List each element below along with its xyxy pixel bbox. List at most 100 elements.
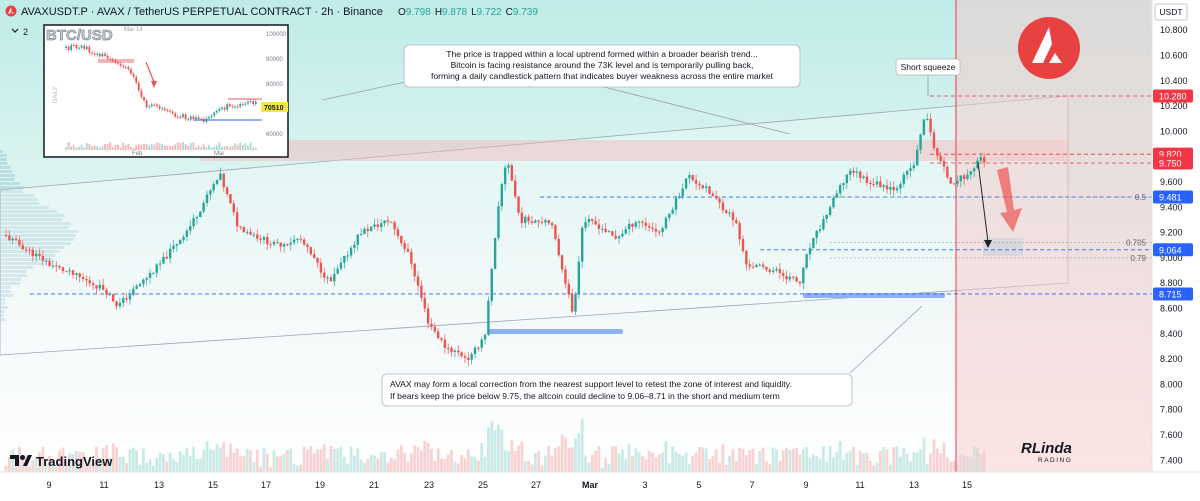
candle-body bbox=[825, 214, 828, 219]
candle-body bbox=[473, 347, 477, 355]
top-annotation-line: forming a daily candlestick pattern that… bbox=[431, 71, 774, 81]
candle-body bbox=[45, 260, 48, 262]
volume-bar bbox=[701, 447, 705, 472]
inset-candle-body bbox=[163, 108, 166, 110]
candle-body bbox=[433, 326, 436, 332]
volume-bar bbox=[399, 445, 403, 472]
bottom-annotation-line: AVAX may form a local correction from th… bbox=[390, 379, 792, 389]
volume-bar bbox=[302, 446, 306, 472]
symbol-title[interactable]: AVAXUSDT.P · AVAX / TetherUS PERPETUAL C… bbox=[21, 6, 383, 18]
inset-candle-body bbox=[101, 53, 104, 57]
inset-volume-bar bbox=[221, 147, 223, 150]
candle-body bbox=[852, 170, 855, 173]
inset-volume-bar bbox=[98, 147, 101, 150]
candle-body bbox=[547, 220, 550, 224]
inset-candle-body bbox=[254, 101, 257, 105]
volume-profile-bar bbox=[0, 306, 8, 309]
tradingview-logo[interactable]: TradingView bbox=[10, 454, 113, 469]
candle-body bbox=[614, 235, 617, 239]
top-annotation-box bbox=[403, 44, 801, 88]
inset-volume-bar bbox=[78, 146, 80, 150]
candle-body bbox=[534, 220, 537, 223]
time-tick: 13 bbox=[154, 480, 164, 490]
volume-bar bbox=[125, 463, 128, 472]
inset-candle-body bbox=[132, 73, 135, 77]
candle-body bbox=[654, 229, 658, 232]
chevron-down-icon[interactable] bbox=[11, 28, 19, 33]
volume-profile-bar bbox=[0, 234, 76, 237]
candle-body bbox=[282, 244, 286, 247]
candle-body bbox=[838, 185, 842, 194]
time-tick: 3 bbox=[642, 480, 647, 490]
volume-bar bbox=[755, 463, 758, 472]
time-axis[interactable] bbox=[0, 472, 1200, 496]
candle-body bbox=[24, 249, 28, 251]
volume-profile-bar bbox=[0, 258, 53, 261]
volume-bar bbox=[654, 457, 658, 472]
candle-body bbox=[172, 245, 175, 249]
candle-body bbox=[514, 180, 517, 197]
inset-price-tag bbox=[261, 102, 288, 112]
inset-volume-bar bbox=[124, 145, 127, 150]
candle-body bbox=[715, 195, 718, 199]
inset-candle-body bbox=[210, 115, 213, 118]
inset-frame bbox=[43, 24, 289, 158]
candle-body bbox=[902, 174, 905, 184]
candle-body bbox=[718, 198, 721, 203]
candle-body bbox=[728, 212, 731, 214]
inset-volume-bar bbox=[145, 144, 148, 150]
volume-bar bbox=[845, 452, 849, 472]
volume-bar bbox=[604, 457, 608, 472]
volume-bar bbox=[761, 447, 765, 472]
inset-candle-body bbox=[239, 104, 242, 107]
volume-bar bbox=[694, 452, 698, 472]
time-tick: 15 bbox=[208, 480, 218, 490]
inset-candle-body bbox=[252, 100, 255, 105]
candle-body bbox=[400, 235, 403, 244]
tradingview-wordmark: TradingView bbox=[36, 454, 113, 469]
candle-body bbox=[684, 178, 688, 189]
candle-body bbox=[403, 243, 406, 249]
inset-volume-bar bbox=[91, 146, 93, 150]
price-axis[interactable] bbox=[1152, 0, 1200, 472]
candle-body bbox=[242, 226, 246, 233]
volume-profile-bar bbox=[0, 194, 35, 197]
candle-body bbox=[457, 350, 460, 353]
volume-bar bbox=[38, 452, 41, 472]
volume-profile-bar bbox=[0, 298, 6, 301]
avax-coin-mark bbox=[8, 7, 14, 14]
inset-volume-bar bbox=[75, 147, 78, 150]
inset-candle-body bbox=[135, 76, 138, 83]
candle-body bbox=[453, 350, 457, 352]
inset-date: Mar 14 bbox=[124, 27, 143, 33]
candle-body bbox=[527, 216, 530, 222]
candle-body bbox=[758, 264, 761, 266]
inset-title: BTC/USD bbox=[46, 27, 113, 44]
volume-bar bbox=[118, 456, 122, 472]
price-tag-label: 9.750 bbox=[1159, 159, 1182, 169]
candle-body bbox=[972, 168, 976, 172]
volume-profile-bar bbox=[0, 174, 16, 177]
inset-volume-bar bbox=[135, 144, 138, 150]
volume-bar bbox=[929, 453, 932, 472]
price-tick: 7.800 bbox=[1160, 405, 1183, 415]
volume-bar bbox=[624, 459, 628, 472]
volume-bar bbox=[54, 466, 58, 472]
candle-body bbox=[865, 176, 869, 184]
inset-candle-body bbox=[150, 104, 153, 107]
candle-body bbox=[112, 294, 115, 302]
indicator-count[interactable]: 2 bbox=[23, 27, 28, 37]
inset-volume-bar bbox=[109, 142, 112, 150]
inset-volume-bar bbox=[179, 142, 182, 150]
candle-body bbox=[946, 166, 949, 178]
volume-bar bbox=[406, 461, 410, 472]
inset-volume-bar bbox=[150, 143, 153, 150]
candle-body bbox=[88, 280, 91, 284]
inset-candle-body bbox=[226, 104, 229, 110]
price-tag bbox=[1153, 243, 1193, 257]
volume-bar bbox=[373, 455, 376, 472]
candle-body bbox=[493, 238, 497, 270]
currency-button[interactable] bbox=[1154, 3, 1188, 21]
candle-body bbox=[782, 273, 785, 276]
